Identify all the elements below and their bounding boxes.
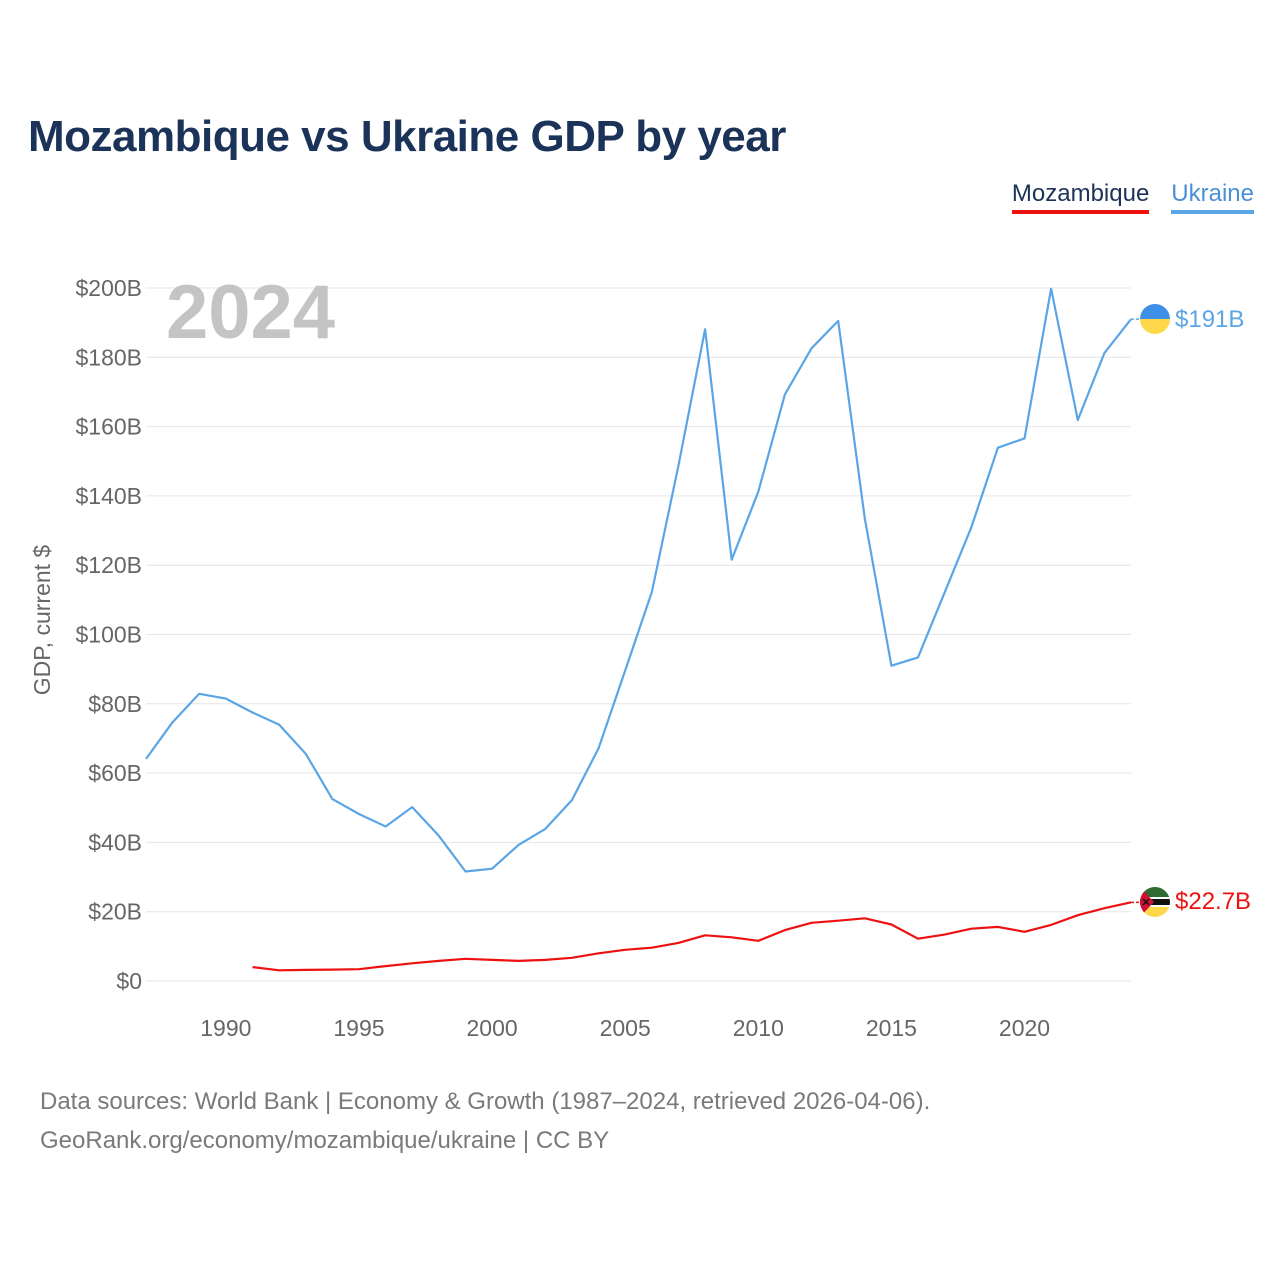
- ukraine-end-value: $191B: [1175, 306, 1244, 333]
- source-line-1: Data sources: World Bank | Economy & Gro…: [40, 1088, 931, 1115]
- x-tick-label: 1990: [200, 1015, 251, 1041]
- y-tick-label: $0: [116, 968, 142, 994]
- mozambique-end-value: $22.7B: [1175, 888, 1251, 915]
- y-axis-ticks: $0 $20B $40B $60B $80B $100B $120B $140B $160B $1…: [75, 275, 142, 994]
- source-line-2: GeoRank.org/economy/mozambique/ukraine |…: [40, 1127, 610, 1154]
- y-tick-label: $60B: [88, 760, 142, 786]
- ukraine-flag-icon: [1140, 304, 1170, 334]
- x-tick-label: 2005: [600, 1015, 651, 1041]
- y-tick-label: $120B: [75, 552, 142, 578]
- chart-title: Mozambique vs Ukraine GDP by year: [28, 112, 786, 161]
- x-tick-label: 2015: [866, 1015, 917, 1041]
- y-tick-label: $20B: [88, 899, 142, 925]
- x-tick-label: 2010: [733, 1015, 784, 1041]
- x-tick-label: 2000: [466, 1015, 517, 1041]
- y-tick-label: $160B: [75, 414, 142, 440]
- gdp-line-chart: 2024 $0 $20B $40B $60B $80B $100B $120B $140B $1…: [29, 270, 1251, 1041]
- gridlines: [146, 287, 1131, 982]
- x-tick-label: 1995: [333, 1015, 384, 1041]
- source-note: Data sources: World Bank | Economy & Gro…: [40, 1082, 930, 1160]
- mozambique-flag-icon: [1140, 887, 1170, 917]
- y-tick-label: $40B: [88, 829, 142, 855]
- x-tick-label: 2020: [999, 1015, 1050, 1041]
- y-axis-title: GDP, current $: [29, 545, 55, 696]
- series-lines: [145, 287, 1140, 972]
- y-tick-label: $80B: [88, 691, 142, 717]
- series-line-mozambique[interactable]: [252, 901, 1132, 972]
- legend: Mozambique Ukraine: [1011, 180, 1254, 214]
- y-tick-label: $140B: [75, 483, 142, 509]
- legend-item-ukraine[interactable]: Ukraine: [1171, 180, 1254, 214]
- legend-item-mozambique[interactable]: Mozambique: [1011, 180, 1150, 214]
- y-tick-label: $100B: [75, 622, 142, 648]
- y-tick-label: $200B: [75, 275, 142, 301]
- x-axis-ticks: 1990 1995 2000 2005 2010 2015 2020: [200, 1015, 1050, 1041]
- current-year-label: 2024: [166, 270, 335, 355]
- y-tick-label: $180B: [75, 344, 142, 370]
- series-line-ukraine[interactable]: [145, 287, 1132, 873]
